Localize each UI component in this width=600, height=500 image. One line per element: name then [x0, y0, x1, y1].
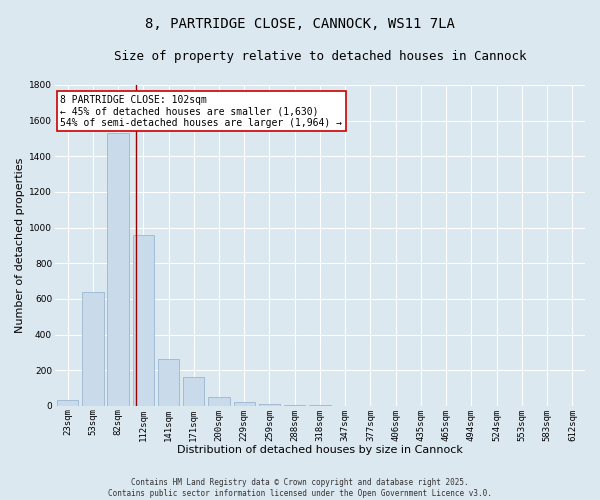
X-axis label: Distribution of detached houses by size in Cannock: Distribution of detached houses by size … — [177, 445, 463, 455]
Bar — [259, 404, 280, 406]
Bar — [57, 400, 78, 406]
Bar — [183, 378, 205, 406]
Bar — [233, 402, 255, 406]
Y-axis label: Number of detached properties: Number of detached properties — [15, 158, 25, 333]
Title: Size of property relative to detached houses in Cannock: Size of property relative to detached ho… — [114, 50, 526, 63]
Text: Contains HM Land Registry data © Crown copyright and database right 2025.
Contai: Contains HM Land Registry data © Crown c… — [108, 478, 492, 498]
Bar — [107, 133, 129, 406]
Bar — [82, 292, 104, 406]
Bar — [133, 234, 154, 406]
Text: 8, PARTRIDGE CLOSE, CANNOCK, WS11 7LA: 8, PARTRIDGE CLOSE, CANNOCK, WS11 7LA — [145, 18, 455, 32]
Bar — [158, 360, 179, 406]
Bar — [284, 405, 305, 406]
Bar — [208, 397, 230, 406]
Text: 8 PARTRIDGE CLOSE: 102sqm
← 45% of detached houses are smaller (1,630)
54% of se: 8 PARTRIDGE CLOSE: 102sqm ← 45% of detac… — [60, 94, 342, 128]
